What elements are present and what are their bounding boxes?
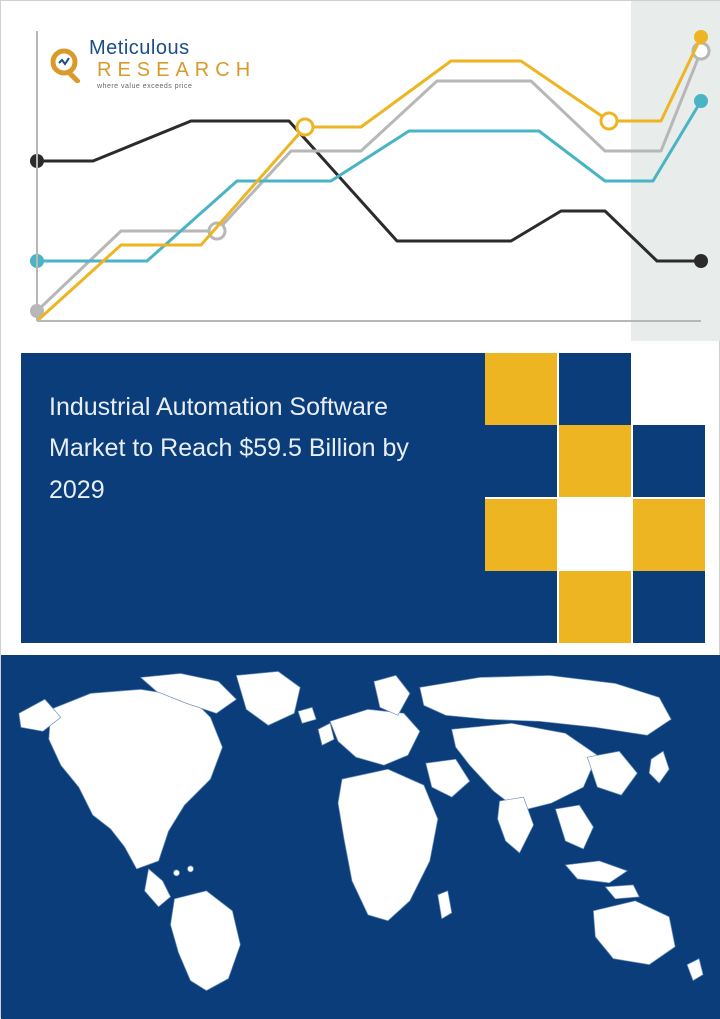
world-map bbox=[1, 669, 719, 999]
grid-cell bbox=[485, 425, 557, 497]
grid-cell bbox=[559, 353, 631, 425]
grid-cell bbox=[559, 425, 631, 497]
report-title: Industrial Automation Software Market to… bbox=[49, 387, 457, 511]
decorative-grid bbox=[485, 353, 717, 643]
chart-section: Meticulous RESEARCH where value exceeds … bbox=[1, 1, 720, 341]
grid-cell bbox=[633, 353, 705, 425]
line-chart bbox=[1, 1, 720, 341]
world-map-section bbox=[1, 655, 720, 1019]
grid-cell bbox=[485, 571, 557, 643]
report-cover: Meticulous RESEARCH where value exceeds … bbox=[0, 0, 720, 1018]
title-box: Industrial Automation Software Market to… bbox=[21, 353, 485, 643]
grid-cell bbox=[633, 571, 705, 643]
grid-cell bbox=[633, 425, 705, 497]
grid-cell bbox=[633, 499, 705, 571]
grid-cell bbox=[559, 499, 631, 571]
grid-cell bbox=[559, 571, 631, 643]
grid-cell bbox=[485, 353, 557, 425]
title-section: Industrial Automation Software Market to… bbox=[21, 353, 701, 643]
grid-cell bbox=[485, 499, 557, 571]
